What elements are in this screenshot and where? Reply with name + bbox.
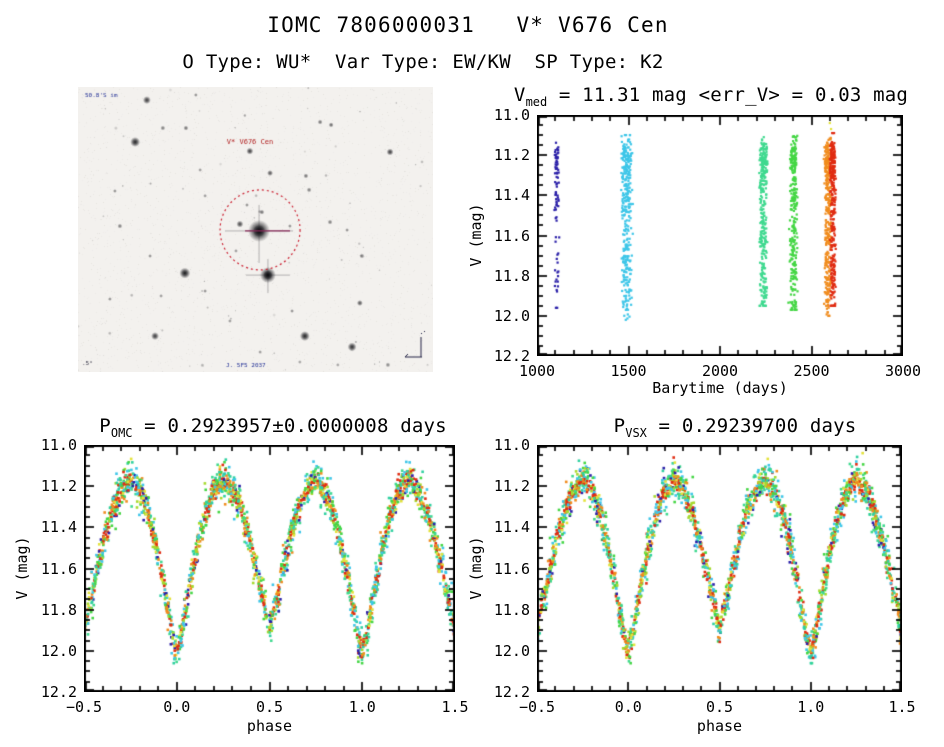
x-tick-label: 0.5 (255, 698, 284, 716)
y-tick-label: 12.0 (40, 641, 77, 660)
y-tick-label: 11.4 (493, 518, 530, 537)
y-tick-label: 11.6 (493, 226, 530, 245)
y-tick-label: 12.2 (493, 683, 530, 701)
vsx-phase-xaxis-label: phase (696, 717, 743, 735)
barytime-yaxis-label-text: V (mag) (467, 203, 485, 267)
x-tick-label: 0.0 (163, 698, 191, 716)
y-tick-label: 11.6 (493, 559, 530, 578)
y-tick-label: 12.0 (493, 306, 530, 325)
y-tick-label: 11.4 (40, 518, 77, 537)
y-tick-label: 12.2 (493, 347, 530, 365)
vmed-subscript: med (525, 94, 548, 109)
y-tick-label: 11.8 (493, 600, 530, 619)
pvsx-value-text: = 0.29239700 days (646, 415, 857, 437)
omc-phase-axis-ticks: −0.5 0.0 0.5 1.0 1.5 11.0 11.2 11.4 11.6 11.8 12.0… (41, 436, 469, 716)
y-tick-label: 11.8 (493, 266, 530, 285)
vsx-phase-yaxis-label-text: V (mag) (467, 536, 485, 600)
x-tick-label: 1.0 (797, 698, 825, 716)
x-tick-label: 1.0 (348, 698, 376, 716)
y-tick-label: 11.0 (493, 106, 530, 124)
vsx-phase-scatter-canvas (537, 445, 902, 692)
pomc-symbol: P (99, 415, 111, 437)
barytime-axis-ticks: 1000 1500 2000 2500 3000 11.0 11.2 11.4 11.6 11.8… (494, 106, 921, 380)
y-tick-label: 11.8 (40, 600, 77, 619)
barytime-plot-title: Vmed = 11.31 mag <err_V> = 0.03 mag (514, 84, 908, 109)
y-tick-label: 11.0 (493, 436, 530, 454)
vsx-period-title: PVSX = 0.29239700 days (614, 415, 857, 440)
page-subtitle: O Type: WU* Var Type: EW/KW SP Type: K2 (182, 51, 664, 73)
x-tick-label: 1.5 (441, 698, 469, 716)
omc-phase-scatter-canvas (84, 445, 455, 692)
x-tick-label: −0.5 (65, 698, 103, 716)
omc-period-title: POMC = 0.2923957±0.0000008 days (99, 415, 447, 440)
barytime-xaxis-label: Barytime (days) (652, 379, 788, 397)
x-tick-label: 2000 (701, 362, 739, 380)
vsx-phase-axis-ticks: −0.5 0.0 0.5 1.0 1.5 11.0 11.2 11.4 11.6 11.8 12.0… (494, 436, 916, 716)
omc-phase-xaxis-label: phase (246, 717, 293, 735)
finder-chart-image (78, 87, 433, 372)
y-tick-label: 11.6 (40, 559, 77, 578)
pomc-subscript: OMC (110, 425, 133, 440)
x-tick-label: 0.0 (614, 698, 642, 716)
omc-phase-yaxis-label-text: V (mag) (13, 536, 31, 600)
vmed-symbol: V (513, 84, 526, 106)
y-tick-label: 11.2 (493, 477, 530, 496)
y-tick-label: 11.0 (40, 436, 77, 454)
pvsx-symbol: P (613, 415, 626, 437)
x-tick-label: 2500 (793, 362, 830, 380)
x-tick-label: 1.5 (888, 698, 916, 716)
pvsx-subscript: VSX (625, 425, 647, 440)
y-tick-label: 12.2 (40, 683, 77, 701)
x-tick-label: 1000 (518, 362, 556, 380)
y-tick-label: 11.4 (493, 186, 530, 205)
y-tick-label: 12.0 (493, 641, 530, 660)
x-tick-label: −0.5 (518, 698, 556, 716)
x-tick-label: 1500 (610, 362, 647, 380)
vmed-value-text: = 11.31 mag <err_V> = 0.03 mag (547, 84, 909, 106)
y-tick-label: 11.2 (493, 146, 530, 165)
page-title: IOMC 7806000031 V* V676 Cen (267, 13, 669, 37)
pomc-value-text: = 0.2923957±0.0000008 days (132, 415, 447, 437)
x-tick-label: 0.5 (705, 698, 734, 716)
y-tick-label: 11.2 (40, 477, 77, 496)
barytime-scatter-canvas (537, 115, 903, 356)
x-tick-label: 3000 (884, 362, 922, 380)
